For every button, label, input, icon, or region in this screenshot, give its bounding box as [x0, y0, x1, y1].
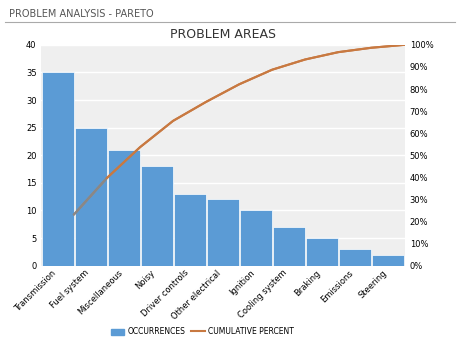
Title: PROBLEM AREAS: PROBLEM AREAS [170, 28, 275, 41]
Bar [273, 227, 304, 266]
Bar [207, 199, 239, 266]
Text: PROBLEM ANALYSIS - PARETO: PROBLEM ANALYSIS - PARETO [9, 9, 153, 19]
Bar [42, 72, 74, 266]
Bar [108, 150, 140, 266]
Bar [141, 166, 173, 266]
Bar [371, 255, 403, 266]
Bar [306, 238, 337, 266]
Bar [174, 194, 206, 266]
Bar [338, 249, 370, 266]
Bar [75, 128, 107, 266]
Bar [240, 210, 272, 266]
Legend: OCCURRENCES, CUMULATIVE PERCENT: OCCURRENCES, CUMULATIVE PERCENT [107, 324, 297, 339]
